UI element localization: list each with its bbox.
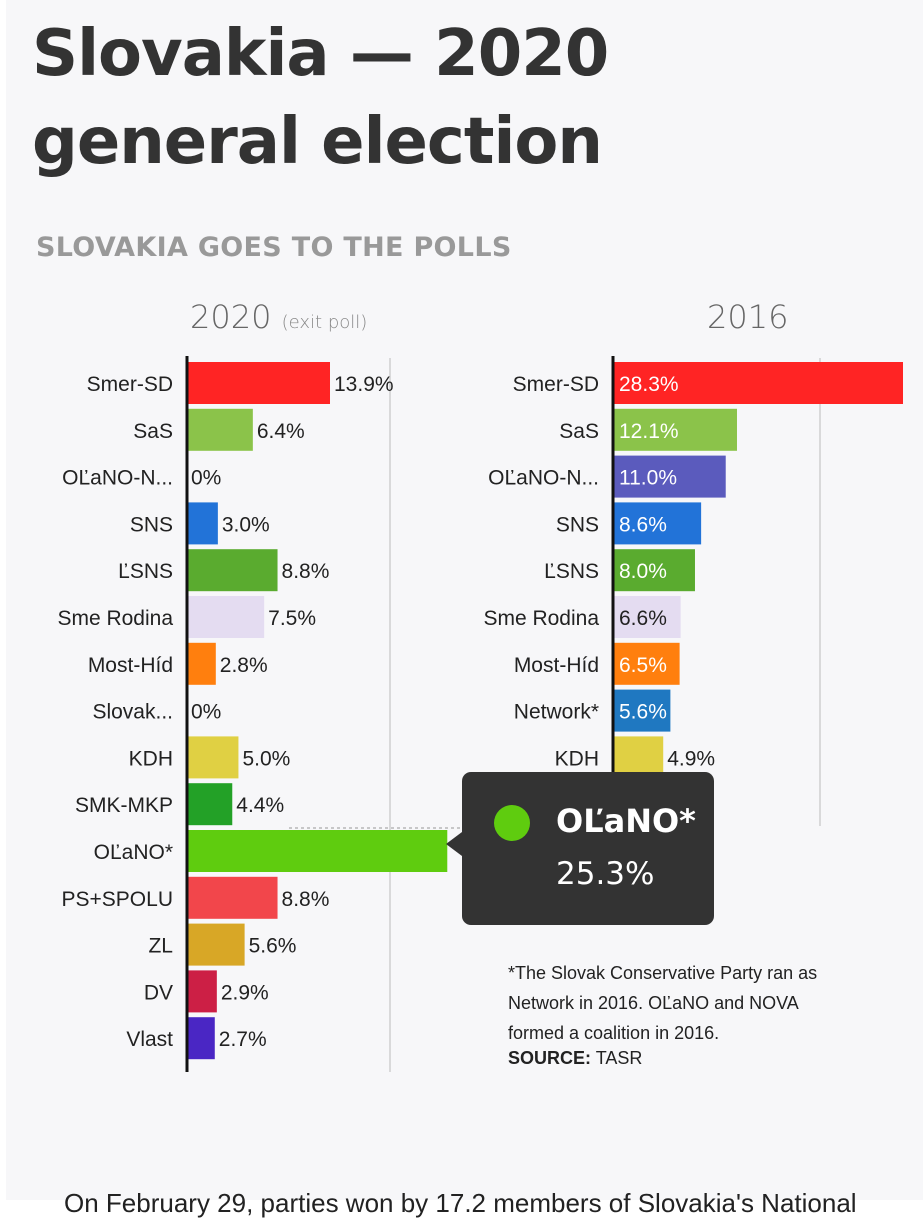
year-2016-heading: 2016 [707,298,788,336]
bar-2016-o-ano-n[interactable] [613,455,726,498]
bar-2016-kdh[interactable] [613,736,664,779]
bar-2016-sme-rodina[interactable] [613,596,681,638]
category-label-2016-sns: SNS [556,513,599,536]
tooltip: OĽaNO* 25.3% [462,772,714,925]
category-label-2020-kdh: KDH [129,747,173,770]
category-label-2020-sas: SaS [133,420,173,443]
bar-2020-smer-sd[interactable] [187,362,330,404]
category-label-2016-network: Network* [514,701,599,724]
category-label-2016-most-h-d: Most-Híd [514,654,599,677]
category-label-2016-smer-sd: Smer-SD [513,373,599,396]
bar-2020-zl[interactable] [187,923,245,966]
bar-2020-dv[interactable] [187,970,217,1013]
value-label-2020-most-h-d: 2.8% [220,654,268,677]
source-label: SOURCE: [508,1048,592,1068]
source-value: TASR [595,1048,643,1068]
value-label-2020-sns: 3.0% [222,513,270,536]
value-label-2020-slovak: 0% [191,701,221,724]
bar-2016-network[interactable] [613,689,671,732]
bar-2020-smk-mkp[interactable] [187,783,233,826]
year-2020-heading: 2020 (exit poll) [190,298,367,336]
value-label-2016-o-ano-n: 11.0% [619,467,677,490]
value-label-2020-o-ano-n: 0% [191,467,221,490]
value-label-2016-network: 5.6% [619,701,667,724]
bar-2016-sns[interactable] [613,549,695,592]
bar-2016-sas[interactable] [613,408,737,451]
category-label-2020-most-h-d: Most-Híd [88,654,173,677]
year-2020-label: 2020 [190,298,272,336]
value-label-2016-kdh: 4.9% [667,747,715,770]
value-label-2020-smer-sd: 13.9% [334,373,394,396]
bar-2020-sns[interactable] [187,549,278,592]
value-label-2020-smk-mkp: 4.4% [236,794,284,817]
category-label-2020-o-ano: OĽaNO* [94,841,173,864]
bar-2020-ps-spolu[interactable] [187,876,278,919]
category-label-2020-slovak: Slovak... [92,701,173,724]
value-label-2020-vlast: 2.7% [219,1028,267,1051]
category-label-2016-o-ano-n: OĽaNO-N... [488,467,599,490]
category-label-2020-sme-rodina: Sme Rodina [57,607,173,630]
category-label-2020-smk-mkp: SMK-MKP [75,794,173,817]
page-title-line-2: general election [32,105,603,179]
category-label-2020-dv: DV [144,981,173,1004]
category-label-2020-vlast: Vlast [126,1028,173,1051]
tooltip-party-name: OĽaNO* [556,802,696,840]
value-label-2020-sns: 8.8% [282,560,330,583]
bar-2020-sas[interactable] [187,408,253,451]
bar-2020-o-ano[interactable] [187,830,448,872]
value-label-2016-sas: 12.1% [619,420,679,443]
category-label-2020-sns: ĽSNS [118,560,173,583]
category-label-2016-sns: ĽSNS [544,560,599,583]
chart-2016: Smer-SD 28.3% SaS 12.1% OĽaNO-N... 11.0% SNS 8.… [483,356,903,826]
value-label-2016-sns: 8.6% [619,513,667,536]
bar-2020-most-h-d[interactable] [187,642,216,685]
category-label-2016-sas: SaS [559,420,599,443]
category-label-2016-sme-rodina: Sme Rodina [483,607,599,630]
chart-2020: Smer-SD 13.9% SaS 6.4% OĽaNO-N... 0% SNS 3.0% ĽS… [57,356,512,1072]
value-label-2020-kdh: 5.0% [242,747,290,770]
value-label-2016-smer-sd: 28.3% [619,373,679,396]
bar-2020-sns[interactable] [187,502,218,545]
category-label-2020-ps-spolu: PS+SPOLU [62,888,173,911]
page-title-line-1: Slovakia — 2020 [32,17,609,91]
bar-2020-sme-rodina[interactable] [187,596,265,638]
article-text: On February 29, parties won by 17.2 memb… [64,1188,857,1218]
source-line: SOURCE: TASR [508,1048,642,1069]
category-label-2020-o-ano-n: OĽaNO-N... [62,467,173,490]
value-label-2020-sme-rodina: 7.5% [268,607,316,630]
tooltip-color-dot [494,805,530,841]
bar-2020-vlast[interactable] [187,1017,215,1060]
value-label-2020-zl: 5.6% [249,935,297,958]
chart-subtitle: SLOVAKIA GOES TO THE POLLS [36,232,512,263]
value-label-2020-ps-spolu: 8.8% [282,888,330,911]
bar-2016-most-h-d[interactable] [613,642,680,685]
tooltip-value: 25.3% [556,856,655,892]
bar-2016-smer-sd[interactable] [613,362,903,404]
bar-2020-kdh[interactable] [187,736,239,779]
value-label-2016-sme-rodina: 6.6% [619,607,667,630]
chart-card [6,0,923,1200]
category-label-2016-kdh: KDH [555,747,599,770]
category-label-2020-sns: SNS [130,513,173,536]
category-label-2020-zl: ZL [148,935,173,958]
value-label-2016-most-h-d: 6.5% [619,654,667,677]
year-2016-label: 2016 [707,298,789,336]
exit-poll-note: (exit poll) [281,312,368,333]
value-label-2020-dv: 2.9% [221,981,269,1004]
tooltip-pointer [446,832,462,856]
footnote: *The Slovak Conservative Party ran as Ne… [508,963,818,1043]
value-label-2020-sas: 6.4% [257,420,305,443]
page-title: Slovakia — 2020 general election [32,10,609,186]
value-label-2016-sns: 8.0% [619,560,667,583]
bar-2016-sns[interactable] [613,502,702,545]
category-label-2020-smer-sd: Smer-SD [87,373,173,396]
